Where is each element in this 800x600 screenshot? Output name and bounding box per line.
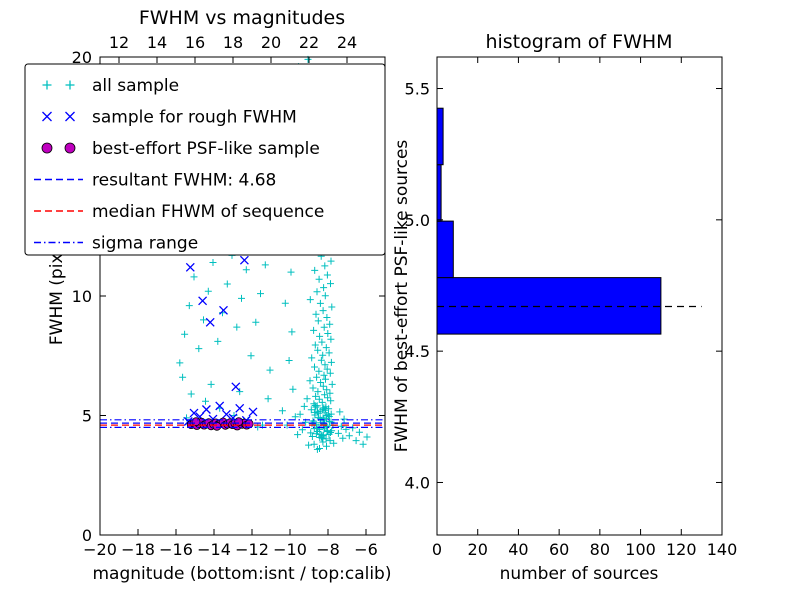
legend-circle-marker-icon (41, 142, 53, 154)
left-top-tick-label: 20 (261, 33, 281, 52)
legend-x-marker-icon (65, 111, 75, 122)
right-x-tick-label: 60 (549, 540, 569, 559)
legend-label: resultant FWHM: 4.68 (92, 171, 276, 191)
right-x-tick-label: 40 (508, 540, 528, 559)
right-x-tick-label: 20 (468, 540, 488, 559)
left-top-tick-label: 14 (147, 33, 167, 52)
left-top-tick-label: 24 (337, 33, 357, 52)
right-axes-frame (436, 56, 723, 536)
right-y-tick-label: 5.0 (405, 211, 430, 230)
right-x-tick-label: 100 (625, 540, 656, 559)
legend-label: sample for rough FWHM (92, 108, 297, 128)
left-plot-xlabel: magnitude (bottom:isnt / top:calib) (93, 564, 392, 584)
legend-label: best-effort PSF-like sample (92, 139, 320, 159)
right-y-tick-label: 4.0 (405, 473, 430, 492)
legend-plus-marker-icon (42, 80, 52, 90)
rough-fwhm-points (183, 246, 258, 426)
left-x-tick-label: −12 (235, 540, 269, 559)
left-x-tick-label: −6 (354, 540, 378, 559)
left-top-tick-label: 18 (223, 33, 243, 52)
right-x-tick-label: 0 (432, 540, 442, 559)
histogram-bar (436, 220, 454, 279)
psf-sample-point (212, 421, 222, 431)
psf-sample-point (244, 419, 254, 429)
left-plot-title: FWHM vs magnitudes (139, 7, 345, 29)
left-x-tick-label: −16 (159, 540, 193, 559)
histogram-bar (436, 107, 444, 166)
left-top-tick-label: 12 (109, 33, 129, 52)
right-y-tick-label: 5.5 (405, 80, 430, 99)
legend-box (24, 63, 386, 256)
left-y-tick-label: 5 (82, 407, 92, 426)
left-top-tick-label: 22 (299, 33, 319, 52)
left-y-tick-label: 20 (72, 48, 92, 67)
legend-label: median FHWM of sequence (92, 202, 324, 222)
legend-x-marker-icon (42, 111, 52, 122)
histogram-bar (436, 277, 662, 335)
left-plot-ylabel: FWHM (pix) (47, 247, 67, 345)
legend-circle-marker-icon (64, 142, 76, 154)
legend-plus-marker-icon (65, 80, 75, 90)
left-x-tick-label: −20 (83, 540, 117, 559)
legend-label: all sample (92, 76, 179, 96)
histogram-bar (436, 164, 442, 222)
left-top-tick-label: 16 (185, 33, 205, 52)
left-x-tick-label: −10 (273, 540, 307, 559)
left-y-tick-label: 10 (72, 287, 92, 306)
left-y-tick-label: 0 (82, 526, 92, 545)
left-x-tick-label: −8 (316, 540, 340, 559)
right-plot-xlabel: number of sources (500, 564, 659, 584)
right-y-tick-label: 4.5 (405, 342, 430, 361)
left-x-tick-label: −14 (197, 540, 231, 559)
legend-label: sigma range (92, 234, 198, 254)
right-plot-ylabel: FWHM of best-effort PSF-like sources (392, 140, 412, 453)
right-x-tick-label: 120 (666, 540, 697, 559)
right-x-tick-label: 80 (590, 540, 610, 559)
left-x-tick-label: −18 (121, 540, 155, 559)
right-x-tick-label: 140 (707, 540, 738, 559)
right-plot-title: histogram of FWHM (485, 31, 672, 53)
